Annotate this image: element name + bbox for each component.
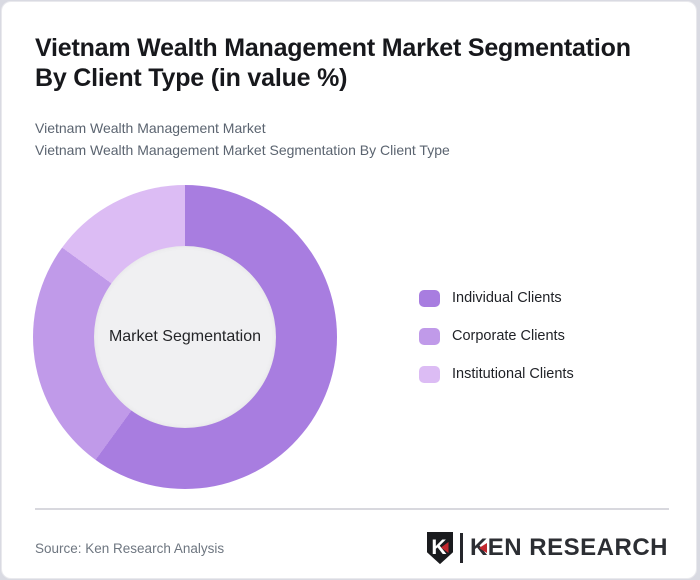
chart-subtitle: Vietnam Wealth Management Market Vietnam… <box>35 117 675 161</box>
subtitle-line-2: Vietnam Wealth Management Market Segment… <box>35 142 450 158</box>
brand-name: KEN RESEARCH <box>470 534 668 562</box>
page-title-line-2: By Client Type (in value %) <box>35 64 348 92</box>
brand-k-red-triangle-icon <box>478 543 487 553</box>
legend-item-institutional-clients[interactable]: Institutional Clients <box>419 365 574 383</box>
legend-swatch-icon <box>419 289 440 307</box>
page-title-line-1: Vietnam Wealth Management Market Segment… <box>35 34 631 62</box>
legend-label: Individual Clients <box>452 290 562 306</box>
badge-letter: K <box>431 536 446 559</box>
ken-research-logo: K KEN RESEARCH <box>426 529 668 567</box>
legend-label: Institutional Clients <box>452 366 574 382</box>
legend-item-individual-clients[interactable]: Individual Clients <box>419 289 574 307</box>
legend-swatch-icon <box>419 327 440 345</box>
subtitle-line-1: Vietnam Wealth Management Market <box>35 120 266 136</box>
badge-red-triangle-icon <box>440 542 449 553</box>
page-title: Vietnam Wealth Management Market Segment… <box>35 33 675 93</box>
legend-label: Corporate Clients <box>452 328 565 344</box>
donut-chart[interactable]: Market Segmentation <box>33 185 337 489</box>
legend-swatch-icon <box>419 365 440 383</box>
source-text: Source: Ken Research Analysis <box>35 541 225 556</box>
chart-legend: Individual Clients Corporate Clients Ins… <box>419 289 574 403</box>
legend-item-corporate-clients[interactable]: Corporate Clients <box>419 327 574 345</box>
footer-divider <box>35 508 669 510</box>
brand-name-text: KEN RESEARCH <box>469 534 668 561</box>
donut-center: Market Segmentation <box>94 246 276 428</box>
logo-divider-bar <box>459 533 463 563</box>
donut-center-label: Market Segmentation <box>108 328 262 345</box>
k-shield-badge-icon: K <box>426 532 453 565</box>
